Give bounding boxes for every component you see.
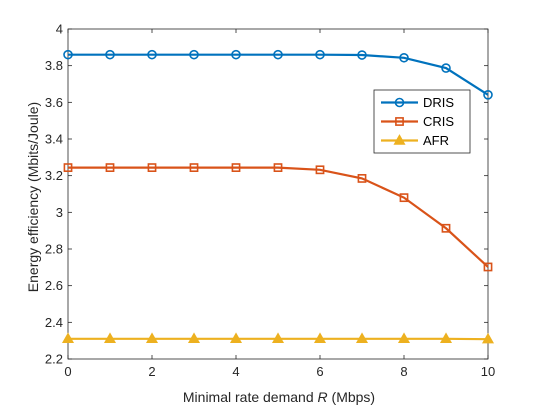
data-point-afr <box>229 332 243 344</box>
x-axis-title-text: Minimal rate demand <box>183 389 314 405</box>
y-tick-label: 3.4 <box>45 132 63 147</box>
data-point-dris <box>315 49 325 60</box>
series-afr <box>61 332 495 344</box>
legend-label-afr: AFR <box>423 133 449 148</box>
y-tick-label: 3.8 <box>45 58 63 73</box>
data-point-cris <box>315 165 325 175</box>
data-point-afr <box>397 332 411 344</box>
y-tick-label: 3 <box>56 205 63 220</box>
y-tick-label: 2.6 <box>45 278 63 293</box>
data-point-dris <box>357 50 367 60</box>
data-point-dris <box>105 49 115 60</box>
series-line-cris <box>68 166 489 268</box>
x-tick-label: 10 <box>481 364 495 379</box>
data-point-dris <box>273 49 283 60</box>
data-point-cris <box>273 163 283 172</box>
y-tick-label: 2.8 <box>45 242 63 257</box>
series-line-dris <box>68 53 489 96</box>
data-point-afr <box>355 332 369 344</box>
x-axis-unit: (Mbps) <box>332 389 376 405</box>
y-tick-label: 3.2 <box>45 168 63 183</box>
legend-label-cris: CRIS <box>423 114 454 129</box>
plot-frame <box>67 28 489 360</box>
x-axis-variable: R <box>318 389 328 405</box>
data-point-dris <box>189 49 199 60</box>
legend-marker-dris <box>394 97 405 108</box>
legend-label-dris: DRIS <box>423 95 454 110</box>
legend-item-cris: CRIS <box>381 114 454 129</box>
x-tick-label: 0 <box>64 364 71 379</box>
legend-item-dris: DRIS <box>381 95 454 110</box>
data-point-afr <box>271 332 285 344</box>
y-tick-label: 4 <box>56 22 63 37</box>
x-tick-label: 6 <box>316 364 323 379</box>
legend-item-afr: AFR <box>381 133 449 148</box>
data-point-cris <box>231 163 241 172</box>
data-point-cris <box>63 163 73 172</box>
data-point-cris <box>399 193 409 203</box>
y-tick-label: 2.4 <box>45 315 63 330</box>
x-tick-label: 8 <box>400 364 407 379</box>
plot-area <box>67 28 489 360</box>
data-point-dris <box>147 49 157 60</box>
y-axis: 2.2 2.4 2.6 2.8 3 3.2 3.4 3.6 3.8 4 <box>45 22 488 367</box>
data-point-cris <box>189 163 199 172</box>
data-point-dris <box>399 52 409 63</box>
data-point-cris <box>147 163 157 172</box>
legend-marker-afr <box>393 134 406 145</box>
x-tick-label: 4 <box>232 364 239 379</box>
data-point-afr <box>145 332 159 344</box>
x-axis: 0 2 4 6 8 10 <box>64 29 495 379</box>
data-point-dris <box>483 90 493 100</box>
data-point-afr <box>61 332 75 344</box>
data-point-cris <box>483 262 493 272</box>
data-point-dris <box>441 63 451 73</box>
data-point-cris <box>357 174 367 183</box>
legend-marker-cris <box>395 117 404 126</box>
data-point-cris <box>441 223 451 233</box>
data-point-afr <box>481 332 495 344</box>
data-point-afr <box>313 332 327 344</box>
legend: DRIS CRIS AFR <box>373 89 471 154</box>
data-point-dris <box>231 49 241 60</box>
data-point-afr <box>103 332 117 344</box>
series-cris <box>63 163 493 272</box>
series-layer <box>61 49 495 344</box>
data-point-afr <box>439 332 453 344</box>
data-point-dris <box>63 49 73 60</box>
x-tick-label: 2 <box>148 364 155 379</box>
y-axis-title: Energy efficiency (Mbits/Joule) <box>25 102 41 292</box>
x-axis-title: Minimal rate demand R (Mbps) <box>183 389 375 405</box>
y-tick-label: 3.6 <box>45 95 63 110</box>
data-point-cris <box>105 163 115 172</box>
y-tick-label: 2.2 <box>45 352 63 367</box>
series-dris <box>63 49 493 100</box>
data-point-afr <box>187 332 201 344</box>
